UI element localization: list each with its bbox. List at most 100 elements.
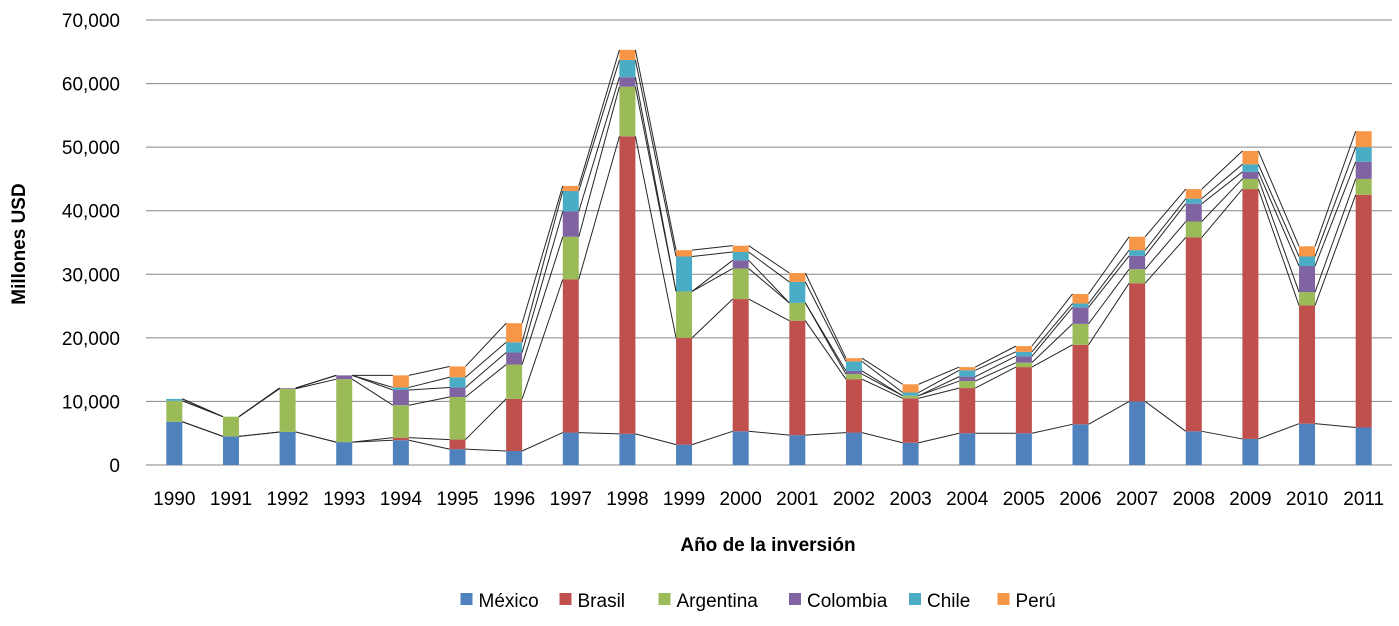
series-line (1088, 268, 1130, 325)
bar-segment (1015, 362, 1032, 368)
bar-segment (562, 236, 579, 280)
bar-segment (562, 191, 579, 212)
bar-segment (959, 381, 976, 389)
legend-label: México (479, 591, 539, 612)
series-line (408, 396, 450, 406)
bar-segment (845, 374, 862, 380)
y-tick-label: 30,000 (62, 265, 120, 286)
bar-segment (902, 395, 919, 399)
legend-label: Colombia (807, 591, 888, 612)
x-tick-label: 1992 (266, 489, 308, 510)
series-line (748, 245, 790, 274)
legend-swatch (658, 593, 671, 605)
bar-segment (959, 388, 976, 434)
series-line (918, 366, 960, 385)
bar-segment (279, 388, 296, 389)
bar-segment (845, 361, 862, 371)
x-tick-label: 1998 (606, 489, 648, 510)
x-tick-label: 1999 (663, 489, 705, 510)
series-line (1088, 282, 1130, 346)
bar-segment (676, 444, 693, 465)
bar-segment (845, 370, 862, 375)
series-line (1088, 249, 1130, 304)
series-line (634, 136, 677, 338)
bar-segment (1299, 266, 1316, 293)
series-line (408, 439, 450, 450)
x-tick-label: 2003 (889, 489, 931, 510)
bar-segment (1242, 189, 1259, 439)
bar-segment (506, 451, 523, 465)
series-line (1031, 323, 1073, 364)
series-line (918, 387, 960, 399)
series-line (635, 433, 677, 446)
legend-label: Perú (1016, 591, 1056, 612)
series-line (634, 59, 677, 257)
bar-segment (902, 442, 919, 465)
bar-segment (392, 437, 409, 441)
bar-segment (845, 379, 862, 433)
y-axis-ticks: 0 10,000 20,000 30,000 40,000 50,000 60,000 70,… (62, 11, 120, 477)
bar-segment (1355, 147, 1372, 162)
y-tick-label: 60,000 (62, 75, 120, 96)
bar-segment (789, 435, 806, 465)
series-line (748, 268, 790, 304)
bar-segment (1015, 433, 1032, 465)
series-line (691, 245, 733, 251)
series-line (352, 437, 393, 443)
series-line (352, 374, 394, 388)
x-tick-label: 1995 (436, 489, 478, 510)
y-tick-label: 70,000 (62, 11, 120, 32)
bar-segment (562, 432, 579, 465)
series-line (691, 268, 733, 292)
series-line (804, 320, 847, 380)
bar-segment (1299, 423, 1316, 465)
gridlines (146, 19, 1392, 466)
bar-segment (506, 364, 523, 399)
series-line (634, 77, 677, 292)
series-line (521, 211, 564, 353)
bar-segment (1242, 171, 1259, 179)
bar-segment (1299, 305, 1316, 424)
bar-segment (789, 320, 806, 436)
bar-segment (1072, 344, 1089, 425)
bar-segment (1355, 161, 1372, 179)
y-tick-label: 40,000 (62, 202, 120, 223)
bar-segment (506, 342, 523, 353)
bar-segment (902, 398, 919, 443)
series-connector-lines (182, 49, 1357, 452)
series-line (748, 259, 790, 304)
series-line (182, 398, 224, 418)
series-line (465, 352, 507, 388)
series-line (408, 376, 450, 388)
series-line (634, 49, 677, 251)
series-line (521, 236, 564, 365)
series-line (1314, 146, 1357, 257)
series-line (975, 351, 1017, 371)
bar-segment (845, 358, 862, 362)
bar-segment (676, 337, 693, 445)
bar-segment (619, 49, 636, 61)
bar-segment (902, 384, 919, 393)
bar-segment (1129, 269, 1146, 284)
series-line (465, 341, 507, 378)
bar-segment (1242, 438, 1259, 465)
bar-segment (619, 136, 636, 434)
series-line (975, 355, 1017, 378)
bar-segment (619, 77, 636, 87)
x-tick-label: 1993 (323, 489, 365, 510)
x-tick-label: 1991 (210, 489, 252, 510)
series-line (691, 259, 733, 292)
bar-segment (166, 421, 183, 465)
bar-segment (959, 376, 976, 382)
series-line (465, 448, 507, 452)
bar-segment (1072, 303, 1089, 308)
legend-swatch (559, 593, 572, 605)
x-tick-label: 1996 (493, 489, 535, 510)
series-line (1201, 163, 1243, 200)
x-tick-label: 2007 (1116, 489, 1158, 510)
bar-segment (1015, 367, 1032, 434)
series-line (748, 430, 790, 436)
bar-segment (506, 352, 523, 365)
bar-segment (336, 442, 353, 465)
